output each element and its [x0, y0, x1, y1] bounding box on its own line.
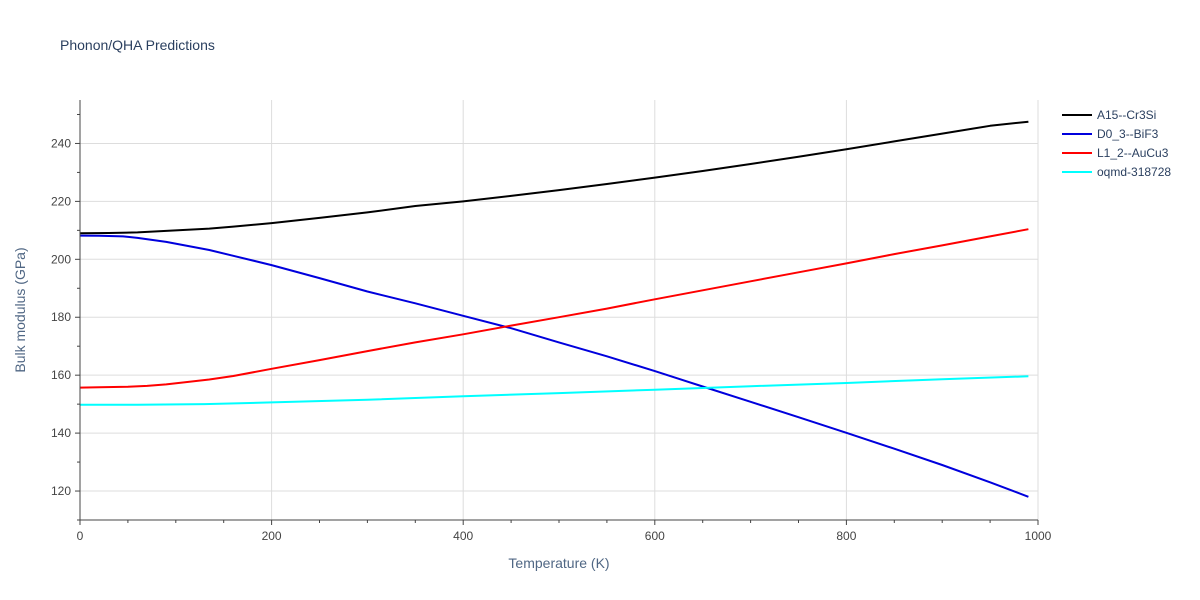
x-tick-label: 1000: [1025, 529, 1052, 543]
legend-label: oqmd-318728: [1097, 165, 1171, 179]
axes: 120 140 160 180 200 220 240 0 200 400 600 800 1000: [51, 100, 1052, 543]
grid: [80, 100, 1039, 520]
x-tick-label: 400: [453, 529, 473, 543]
series-line-D0_3--BiF3[interactable]: [79, 234, 1029, 498]
legend-label: A15--Cr3Si: [1097, 108, 1156, 122]
x-axis-title: Temperature (K): [508, 555, 609, 571]
series-lines: [79, 120, 1029, 498]
y-tick-label: 160: [51, 368, 71, 382]
x-tick-label: 600: [645, 529, 665, 543]
series-line-L1_2--AuCu3[interactable]: [79, 228, 1029, 389]
legend-label: L1_2--AuCu3: [1097, 146, 1169, 160]
series-line-oqmd-318728[interactable]: [80, 375, 1029, 406]
y-tick-label: 240: [51, 136, 71, 150]
x-tick-label: 800: [836, 529, 856, 543]
legend-label: D0_3--BiF3: [1097, 127, 1159, 141]
x-tick-label: 0: [77, 529, 84, 543]
y-tick-label: 220: [51, 194, 71, 208]
legend-item[interactable]: oqmd-318728: [1062, 165, 1171, 179]
y-tick-label: 180: [51, 310, 71, 324]
x-tick-label: 200: [262, 529, 282, 543]
y-tick-label: 200: [51, 252, 71, 266]
legend-item[interactable]: D0_3--BiF3: [1062, 127, 1159, 141]
chart-title: Phonon/QHA Predictions: [60, 37, 215, 53]
y-axis-title: Bulk modulus (GPa): [12, 247, 28, 372]
series-line-A15--Cr3Si[interactable]: [79, 120, 1029, 235]
y-tick-label: 120: [51, 484, 71, 498]
legend-item[interactable]: A15--Cr3Si: [1062, 108, 1156, 122]
legend[interactable]: A15--Cr3Si D0_3--BiF3 L1_2--AuCu3 oqmd-3187…: [1062, 108, 1171, 179]
y-tick-label: 140: [51, 426, 71, 440]
legend-item[interactable]: L1_2--AuCu3: [1062, 146, 1169, 160]
